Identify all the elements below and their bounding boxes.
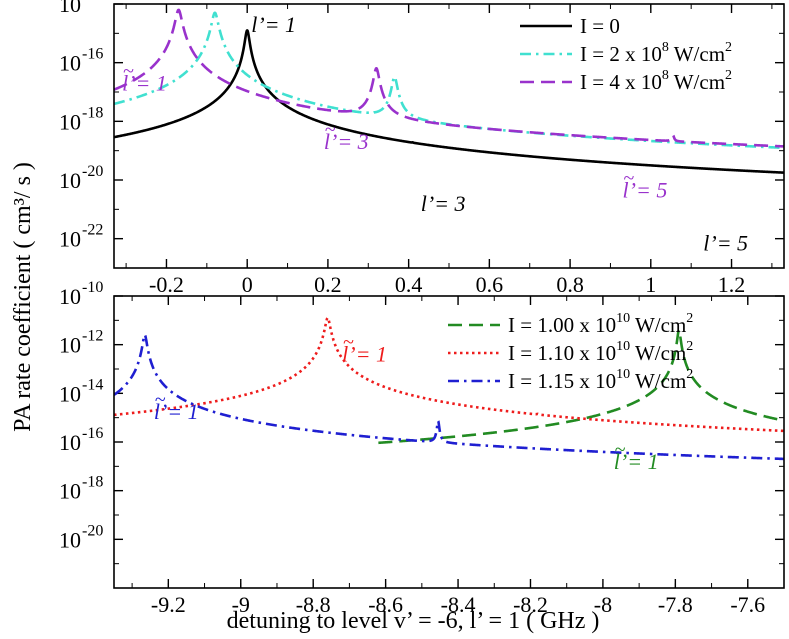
y-tick-label: 10	[59, 381, 81, 406]
x-tick-label: -9.2	[151, 592, 186, 617]
x-tick-label: 0.8	[556, 272, 584, 297]
x-axis-label: detuning to level v’ = -6, l’ = 1 ( GHz …	[227, 608, 600, 634]
plot-frame	[113, 3, 785, 269]
legend-label: I = 4 x 108 W/cm2	[580, 68, 732, 94]
y-tick-exponent: -18	[82, 474, 103, 491]
plot-frame	[113, 295, 785, 589]
legend-label: I = 1.10 x 1010 W/cm2	[508, 339, 693, 365]
x-tick-label: 0.2	[314, 272, 342, 297]
x-tick-label: -9	[232, 592, 250, 617]
series-line	[114, 29, 784, 174]
tilde-mark: ~	[155, 389, 166, 411]
y-tick-exponent: -16	[82, 46, 103, 63]
peak-annotation: l’= 1	[122, 71, 167, 96]
y-tick-label: 10	[59, 333, 81, 358]
x-tick-label: 1	[645, 272, 656, 297]
y-tick-exponent: -22	[82, 222, 103, 239]
y-tick-label: 10	[59, 168, 81, 193]
x-tick-label: -8.8	[296, 592, 331, 617]
peak-annotation: l’= 5	[703, 230, 748, 255]
y-tick-label: 10	[59, 227, 81, 252]
peak-annotation: l’= 3	[324, 129, 369, 154]
tilde-mark: ~	[624, 168, 635, 190]
y-tick-label: 10	[59, 430, 81, 455]
y-tick-exponent: -18	[82, 104, 103, 121]
y-tick-label: 10	[59, 479, 81, 504]
y-tick-exponent: -14	[82, 376, 103, 393]
x-tick-label: 1.2	[718, 272, 746, 297]
peak-annotation: l’= 1	[251, 12, 296, 37]
legend-label: I = 1.00 x 1010 W/cm2	[508, 311, 693, 337]
y-tick-exponent: -12	[82, 328, 103, 345]
tilde-mark: ~	[343, 332, 354, 354]
peak-annotation: l’= 3	[421, 191, 466, 216]
y-tick-label: 10	[59, 51, 81, 76]
x-tick-label: -8.6	[368, 592, 403, 617]
peak-annotation: l’= 1	[342, 342, 387, 367]
series-line	[114, 333, 784, 461]
peak-annotation: l’= 1	[154, 399, 199, 424]
y-tick-exponent: -14	[82, 0, 103, 4]
tilde-mark: ~	[123, 61, 134, 83]
x-tick-label: -8	[594, 592, 612, 617]
x-tick-label: 0.6	[476, 272, 504, 297]
series-line	[378, 328, 784, 445]
tilde-mark: ~	[325, 119, 336, 141]
x-tick-label: -7.8	[658, 592, 693, 617]
legend-label: I = 0	[580, 14, 620, 38]
peak-annotation: l’= 5	[623, 178, 668, 203]
y-tick-exponent: -20	[82, 163, 103, 180]
x-tick-label: 0	[242, 272, 253, 297]
x-tick-label: 0.4	[395, 272, 423, 297]
series-line	[114, 316, 784, 433]
x-tick-label: -8.4	[441, 592, 476, 617]
y-axis-label: PA rate coefficient ( cm³/ s )	[10, 162, 36, 432]
series-line	[114, 8, 784, 148]
bottom-panel: -9.2 -9 -8.8 -8.6 -8.4 -8.2 -8 -7.8 -7.610 -2010-…	[59, 279, 785, 617]
tilde-mark: ~	[615, 439, 626, 461]
peak-annotation: l’= 1	[614, 449, 659, 474]
x-tick-label: -8.2	[513, 592, 548, 617]
y-tick-exponent: -16	[82, 425, 103, 442]
x-tick-label: -7.6	[730, 592, 765, 617]
legend-label: I = 1.15 x 1010 W/cm2	[508, 367, 693, 393]
y-tick-label: 10	[59, 284, 81, 309]
y-tick-label: 10	[59, 527, 81, 552]
y-tick-label: 10	[59, 109, 81, 134]
legend-label: I = 2 x 108 W/cm2	[580, 40, 732, 66]
x-tick-label: -0.2	[149, 272, 184, 297]
y-tick-label: 10	[59, 0, 81, 17]
y-tick-exponent: -20	[82, 522, 103, 539]
y-tick-exponent: -10	[82, 279, 103, 296]
series-line	[114, 11, 784, 150]
